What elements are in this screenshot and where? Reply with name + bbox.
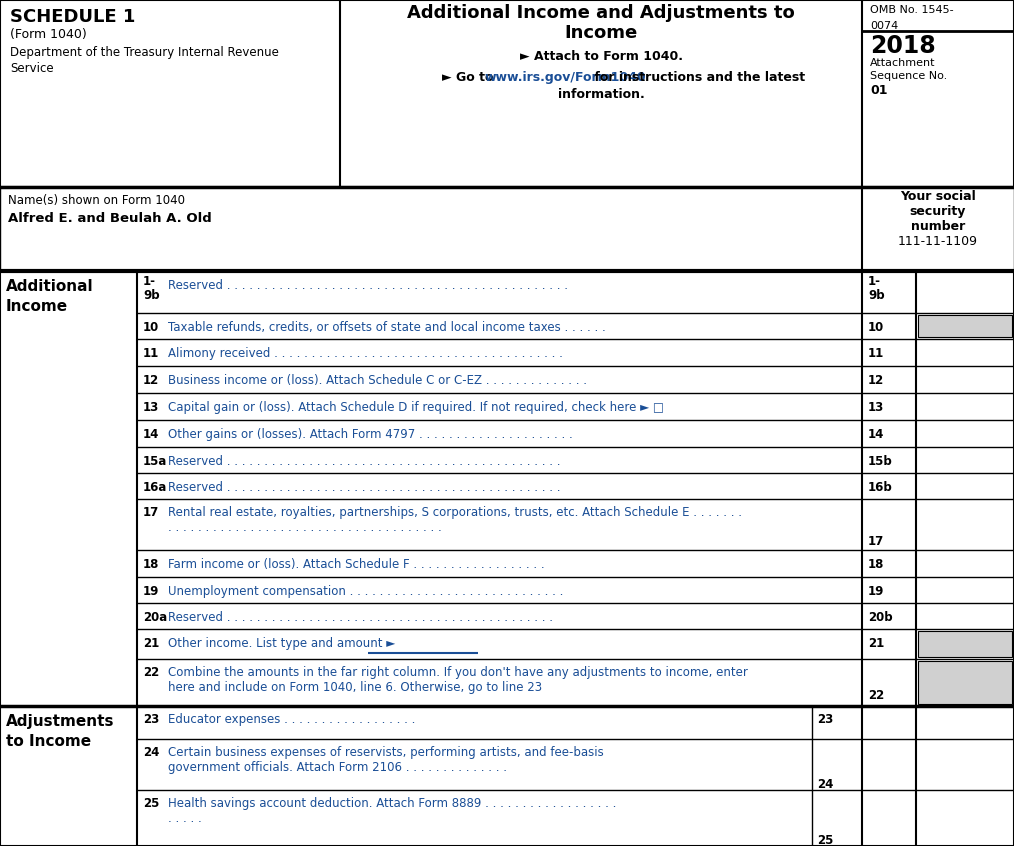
Text: to Income: to Income (6, 734, 91, 749)
Text: security: security (910, 205, 966, 218)
Text: 10: 10 (143, 321, 159, 334)
Text: 20b: 20b (868, 611, 892, 624)
Text: Income: Income (6, 299, 68, 314)
Text: 25: 25 (143, 797, 159, 810)
Text: 18: 18 (868, 558, 884, 571)
Text: here and include on Form 1040, line 6. Otherwise, go to line 23: here and include on Form 1040, line 6. O… (168, 681, 542, 694)
Text: 9b: 9b (143, 289, 159, 302)
Bar (918, 661, 1012, 704)
Text: Adjustments: Adjustments (6, 714, 115, 729)
Bar (918, 631, 1012, 657)
Text: www.irs.gov/Form1040: www.irs.gov/Form1040 (485, 71, 646, 84)
Text: Reserved . . . . . . . . . . . . . . . . . . . . . . . . . . . . . . . . . . . .: Reserved . . . . . . . . . . . . . . . .… (168, 481, 561, 494)
Text: 21: 21 (868, 637, 884, 650)
Text: Attachment: Attachment (870, 58, 936, 68)
Text: 13: 13 (143, 401, 159, 414)
Text: 14: 14 (868, 428, 884, 441)
Text: Other gains or (losses). Attach Form 4797 . . . . . . . . . . . . . . . . . . . : Other gains or (losses). Attach Form 479… (168, 428, 573, 441)
Text: Additional: Additional (6, 279, 93, 294)
Text: Health savings account deduction. Attach Form 8889 . . . . . . . . . . . . . . .: Health savings account deduction. Attach… (168, 797, 617, 810)
Text: Other income. List type and amount ►: Other income. List type and amount ► (168, 637, 395, 650)
Bar (0, 0, 1014, 187)
Text: Taxable refunds, credits, or offsets of state and local income taxes . . . . . .: Taxable refunds, credits, or offsets of … (168, 321, 605, 334)
Text: 11: 11 (868, 347, 884, 360)
Text: ► Go to: ► Go to (442, 71, 498, 84)
Text: Certain business expenses of reservists, performing artists, and fee-basis: Certain business expenses of reservists,… (168, 746, 603, 759)
Text: Department of the Treasury Internal Revenue: Department of the Treasury Internal Reve… (10, 46, 279, 59)
Text: 12: 12 (143, 374, 159, 387)
Bar (0, 187, 1014, 271)
Text: 23: 23 (143, 713, 159, 726)
Text: 111-11-1109: 111-11-1109 (898, 235, 977, 248)
Text: SCHEDULE 1: SCHEDULE 1 (10, 8, 136, 26)
Text: Capital gain or (loss). Attach Schedule D if required. If not required, check he: Capital gain or (loss). Attach Schedule … (168, 401, 664, 414)
Bar (918, 315, 1012, 337)
Text: number: number (911, 220, 965, 233)
Text: government officials. Attach Form 2106 . . . . . . . . . . . . . .: government officials. Attach Form 2106 .… (168, 761, 507, 774)
Text: Sequence No.: Sequence No. (870, 71, 947, 81)
Text: 17: 17 (143, 506, 159, 519)
Text: 0074: 0074 (870, 21, 898, 31)
Text: 1-: 1- (868, 275, 881, 288)
Text: 22: 22 (143, 666, 159, 679)
Text: Rental real estate, royalties, partnerships, S corporations, trusts, etc. Attach: Rental real estate, royalties, partnersh… (168, 506, 742, 519)
Text: 16a: 16a (143, 481, 167, 494)
Text: 19: 19 (143, 585, 159, 598)
Text: 11: 11 (143, 347, 159, 360)
Text: Reserved . . . . . . . . . . . . . . . . . . . . . . . . . . . . . . . . . . . .: Reserved . . . . . . . . . . . . . . . .… (168, 611, 553, 624)
Text: 25: 25 (817, 834, 834, 846)
Text: 17: 17 (868, 535, 884, 548)
Text: 16b: 16b (868, 481, 892, 494)
Text: Your social: Your social (900, 190, 975, 203)
Text: Unemployment compensation . . . . . . . . . . . . . . . . . . . . . . . . . . . : Unemployment compensation . . . . . . . … (168, 585, 564, 598)
Text: Business income or (loss). Attach Schedule C or C-EZ . . . . . . . . . . . . . .: Business income or (loss). Attach Schedu… (168, 374, 587, 387)
Text: Reserved . . . . . . . . . . . . . . . . . . . . . . . . . . . . . . . . . . . .: Reserved . . . . . . . . . . . . . . . .… (168, 279, 568, 292)
Text: Farm income or (loss). Attach Schedule F . . . . . . . . . . . . . . . . . .: Farm income or (loss). Attach Schedule F… (168, 558, 545, 571)
Bar (0, 271, 1014, 846)
Text: . . . . .: . . . . . (168, 812, 202, 825)
Text: 19: 19 (868, 585, 884, 598)
Text: Alimony received . . . . . . . . . . . . . . . . . . . . . . . . . . . . . . . .: Alimony received . . . . . . . . . . . .… (168, 347, 563, 360)
Text: 20a: 20a (143, 611, 167, 624)
Text: Additional Income and Adjustments to: Additional Income and Adjustments to (408, 4, 795, 22)
Text: 9b: 9b (868, 289, 884, 302)
Text: 24: 24 (817, 778, 834, 791)
Text: 24: 24 (143, 746, 159, 759)
Text: (Form 1040): (Form 1040) (10, 28, 87, 41)
Text: Income: Income (565, 24, 638, 42)
Text: 14: 14 (143, 428, 159, 441)
Text: 10: 10 (868, 321, 884, 334)
Text: Name(s) shown on Form 1040: Name(s) shown on Form 1040 (8, 194, 185, 207)
Text: 22: 22 (868, 689, 884, 702)
Text: 2018: 2018 (870, 34, 936, 58)
Text: for instructions and the latest: for instructions and the latest (590, 71, 805, 84)
Text: Combine the amounts in the far right column. If you don't have any adjustments t: Combine the amounts in the far right col… (168, 666, 748, 679)
Text: 21: 21 (143, 637, 159, 650)
Text: 15a: 15a (143, 455, 167, 468)
Text: information.: information. (558, 88, 644, 101)
Text: Service: Service (10, 62, 54, 75)
Text: 01: 01 (870, 84, 887, 97)
Text: 18: 18 (143, 558, 159, 571)
Text: Educator expenses . . . . . . . . . . . . . . . . . .: Educator expenses . . . . . . . . . . . … (168, 713, 416, 726)
Text: Alfred E. and Beulah A. Old: Alfred E. and Beulah A. Old (8, 212, 212, 225)
Text: . . . . . . . . . . . . . . . . . . . . . . . . . . . . . . . . . . . . .: . . . . . . . . . . . . . . . . . . . . … (168, 521, 442, 534)
Text: 15b: 15b (868, 455, 892, 468)
Text: OMB No. 1545-: OMB No. 1545- (870, 5, 953, 15)
Text: ► Attach to Form 1040.: ► Attach to Form 1040. (519, 50, 682, 63)
Text: Reserved . . . . . . . . . . . . . . . . . . . . . . . . . . . . . . . . . . . .: Reserved . . . . . . . . . . . . . . . .… (168, 455, 561, 468)
Text: 13: 13 (868, 401, 884, 414)
Text: 23: 23 (817, 713, 834, 726)
Text: 1-: 1- (143, 275, 156, 288)
Text: 12: 12 (868, 374, 884, 387)
